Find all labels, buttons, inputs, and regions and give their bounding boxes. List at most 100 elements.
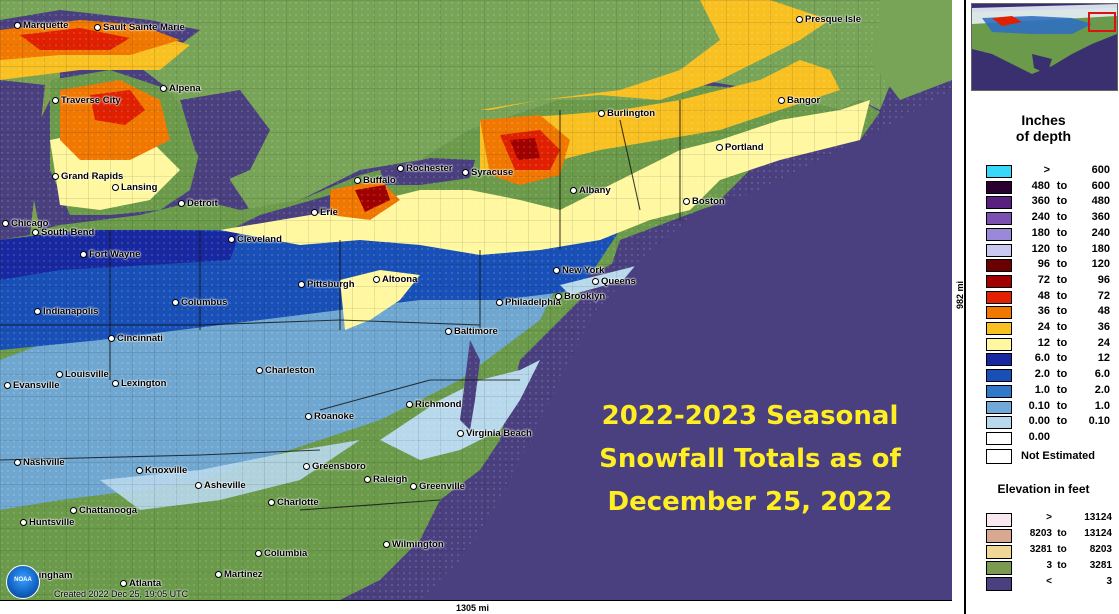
legend-low-value: 48 <box>1037 289 1050 302</box>
city-marker-icon <box>14 458 21 466</box>
elevation-low-value: < <box>1046 576 1052 587</box>
legend-to: to <box>1056 242 1068 255</box>
legend-swatch <box>986 243 1012 257</box>
legend-row: 180 to 240 <box>986 227 1116 242</box>
legend-low-value: 180 <box>1031 226 1050 239</box>
legend-swatch <box>986 290 1012 304</box>
legend-low-value: 2.0 <box>1034 368 1050 381</box>
elevation-to: to <box>1057 528 1067 539</box>
city-marker-icon <box>397 164 404 172</box>
city-altoona: Altoona <box>373 274 417 285</box>
elevation-high-value: 13124 <box>1084 512 1112 523</box>
overview-inset-map[interactable] <box>971 3 1118 91</box>
city-marker-icon <box>410 482 417 490</box>
elevation-row: >13124 <box>986 512 1116 527</box>
legend-to: to <box>1056 273 1068 286</box>
city-marker-icon <box>52 96 59 104</box>
map-overlay-title: 2022-2023 Seasonal Snowfall Totals as of… <box>595 395 905 524</box>
city-marker-icon <box>136 466 143 474</box>
x-scale-line <box>0 600 952 604</box>
city-marker-icon <box>778 96 785 104</box>
city-rochester: Rochester <box>397 163 452 174</box>
elevation-row: 3 to 3281 <box>986 560 1116 575</box>
city-marker-icon <box>298 280 305 288</box>
city-asheville: Asheville <box>195 480 246 491</box>
legend-high-value: 72 <box>1097 289 1110 302</box>
legend-low-value: 6.0 <box>1034 352 1050 365</box>
legend-high-value: 1.0 <box>1094 399 1110 412</box>
legend-to: to <box>1056 368 1068 381</box>
city-nashville: Nashville <box>14 457 65 468</box>
city-baltimore: Baltimore <box>445 326 498 337</box>
legend-row: 0.00 <box>986 431 1116 446</box>
legend-high-value: 48 <box>1097 305 1110 318</box>
city-marker-icon <box>553 266 560 274</box>
legend-high-value: 600 <box>1091 164 1110 176</box>
legend-high-value: 12 <box>1097 352 1110 365</box>
legend-high-value: 6.0 <box>1094 368 1110 381</box>
city-marker-icon <box>796 15 803 23</box>
overlay-title-line-2: Snowfall Totals as of <box>599 444 901 474</box>
legend-low-value: 72 <box>1037 273 1050 286</box>
city-marquette: Marquette <box>14 20 68 31</box>
city-louisville: Louisville <box>56 369 109 380</box>
city-philadelphia: Philadelphia <box>496 297 561 308</box>
elevation-low-value: 3281 <box>1029 544 1052 555</box>
elevation-row: 8203 to 13124 <box>986 528 1116 543</box>
overlay-title-line-3: December 25, 2022 <box>607 487 893 517</box>
city-knoxville: Knoxville <box>136 465 187 476</box>
elevation-row: <3 <box>986 576 1116 591</box>
city-boston: Boston <box>683 196 725 207</box>
legend-swatch <box>986 431 1012 445</box>
city-marker-icon <box>2 219 9 227</box>
legend-swatch <box>986 259 1012 273</box>
legend-title: Inches of depth <box>1015 112 1072 144</box>
city-marker-icon <box>20 518 27 526</box>
city-marker-icon <box>4 381 11 389</box>
elevation-swatch <box>986 513 1012 527</box>
city-marker-icon <box>354 176 361 184</box>
city-marker-icon <box>172 298 179 306</box>
legend-row: 240 to 360 <box>986 211 1116 226</box>
city-chattanooga: Chattanooga <box>70 505 137 516</box>
legend-to: to <box>1056 305 1068 318</box>
legend-swatch <box>986 180 1012 194</box>
legend-row: >600 <box>986 164 1116 179</box>
city-marker-icon <box>462 168 469 176</box>
city-marker-icon <box>598 109 605 117</box>
legend-swatch <box>986 384 1012 398</box>
map-graphic <box>0 0 952 600</box>
legend-row: 12 to 24 <box>986 337 1116 352</box>
legend-to: to <box>1056 352 1068 365</box>
legend-swatch <box>986 353 1012 367</box>
legend-low-value: 96 <box>1037 258 1050 271</box>
city-marker-icon <box>683 197 690 205</box>
legend-low-value: 240 <box>1031 211 1050 224</box>
city-marker-icon <box>305 412 312 420</box>
city-indianapolis: Indianapolis <box>34 306 98 317</box>
city-marker-icon <box>14 21 21 29</box>
legend-row: 1.0 to 2.0 <box>986 384 1116 399</box>
legend-to: to <box>1056 336 1068 349</box>
elevation-row: 3281 to 8203 <box>986 544 1116 559</box>
city-bangor: Bangor <box>778 95 820 106</box>
legend-row: 96 to 120 <box>986 258 1116 273</box>
legend-to: to <box>1056 211 1068 224</box>
city-roanoke: Roanoke <box>305 411 354 422</box>
elevation-low-value: 3 <box>1046 560 1052 571</box>
elevation-high-value: 13124 <box>1084 528 1112 539</box>
elevation-swatch <box>986 529 1012 543</box>
legend-low-value: 360 <box>1031 195 1050 208</box>
legend-high-value: 120 <box>1091 258 1110 271</box>
snowfall-map[interactable]: Marquette Sault Sainte Marie Presque Isl… <box>0 0 952 600</box>
legend-row: 24 to 36 <box>986 321 1116 336</box>
map-border <box>964 0 966 614</box>
legend-high-value: 180 <box>1091 242 1110 255</box>
city-queens: Queens <box>592 276 636 287</box>
legend-to: to <box>1056 289 1068 302</box>
inset-view-box <box>1088 12 1116 32</box>
legend-swatch <box>986 274 1012 288</box>
city-marker-icon <box>112 379 119 387</box>
legend-row: 480 to 600 <box>986 180 1116 195</box>
city-atlanta: Atlanta <box>120 578 161 589</box>
